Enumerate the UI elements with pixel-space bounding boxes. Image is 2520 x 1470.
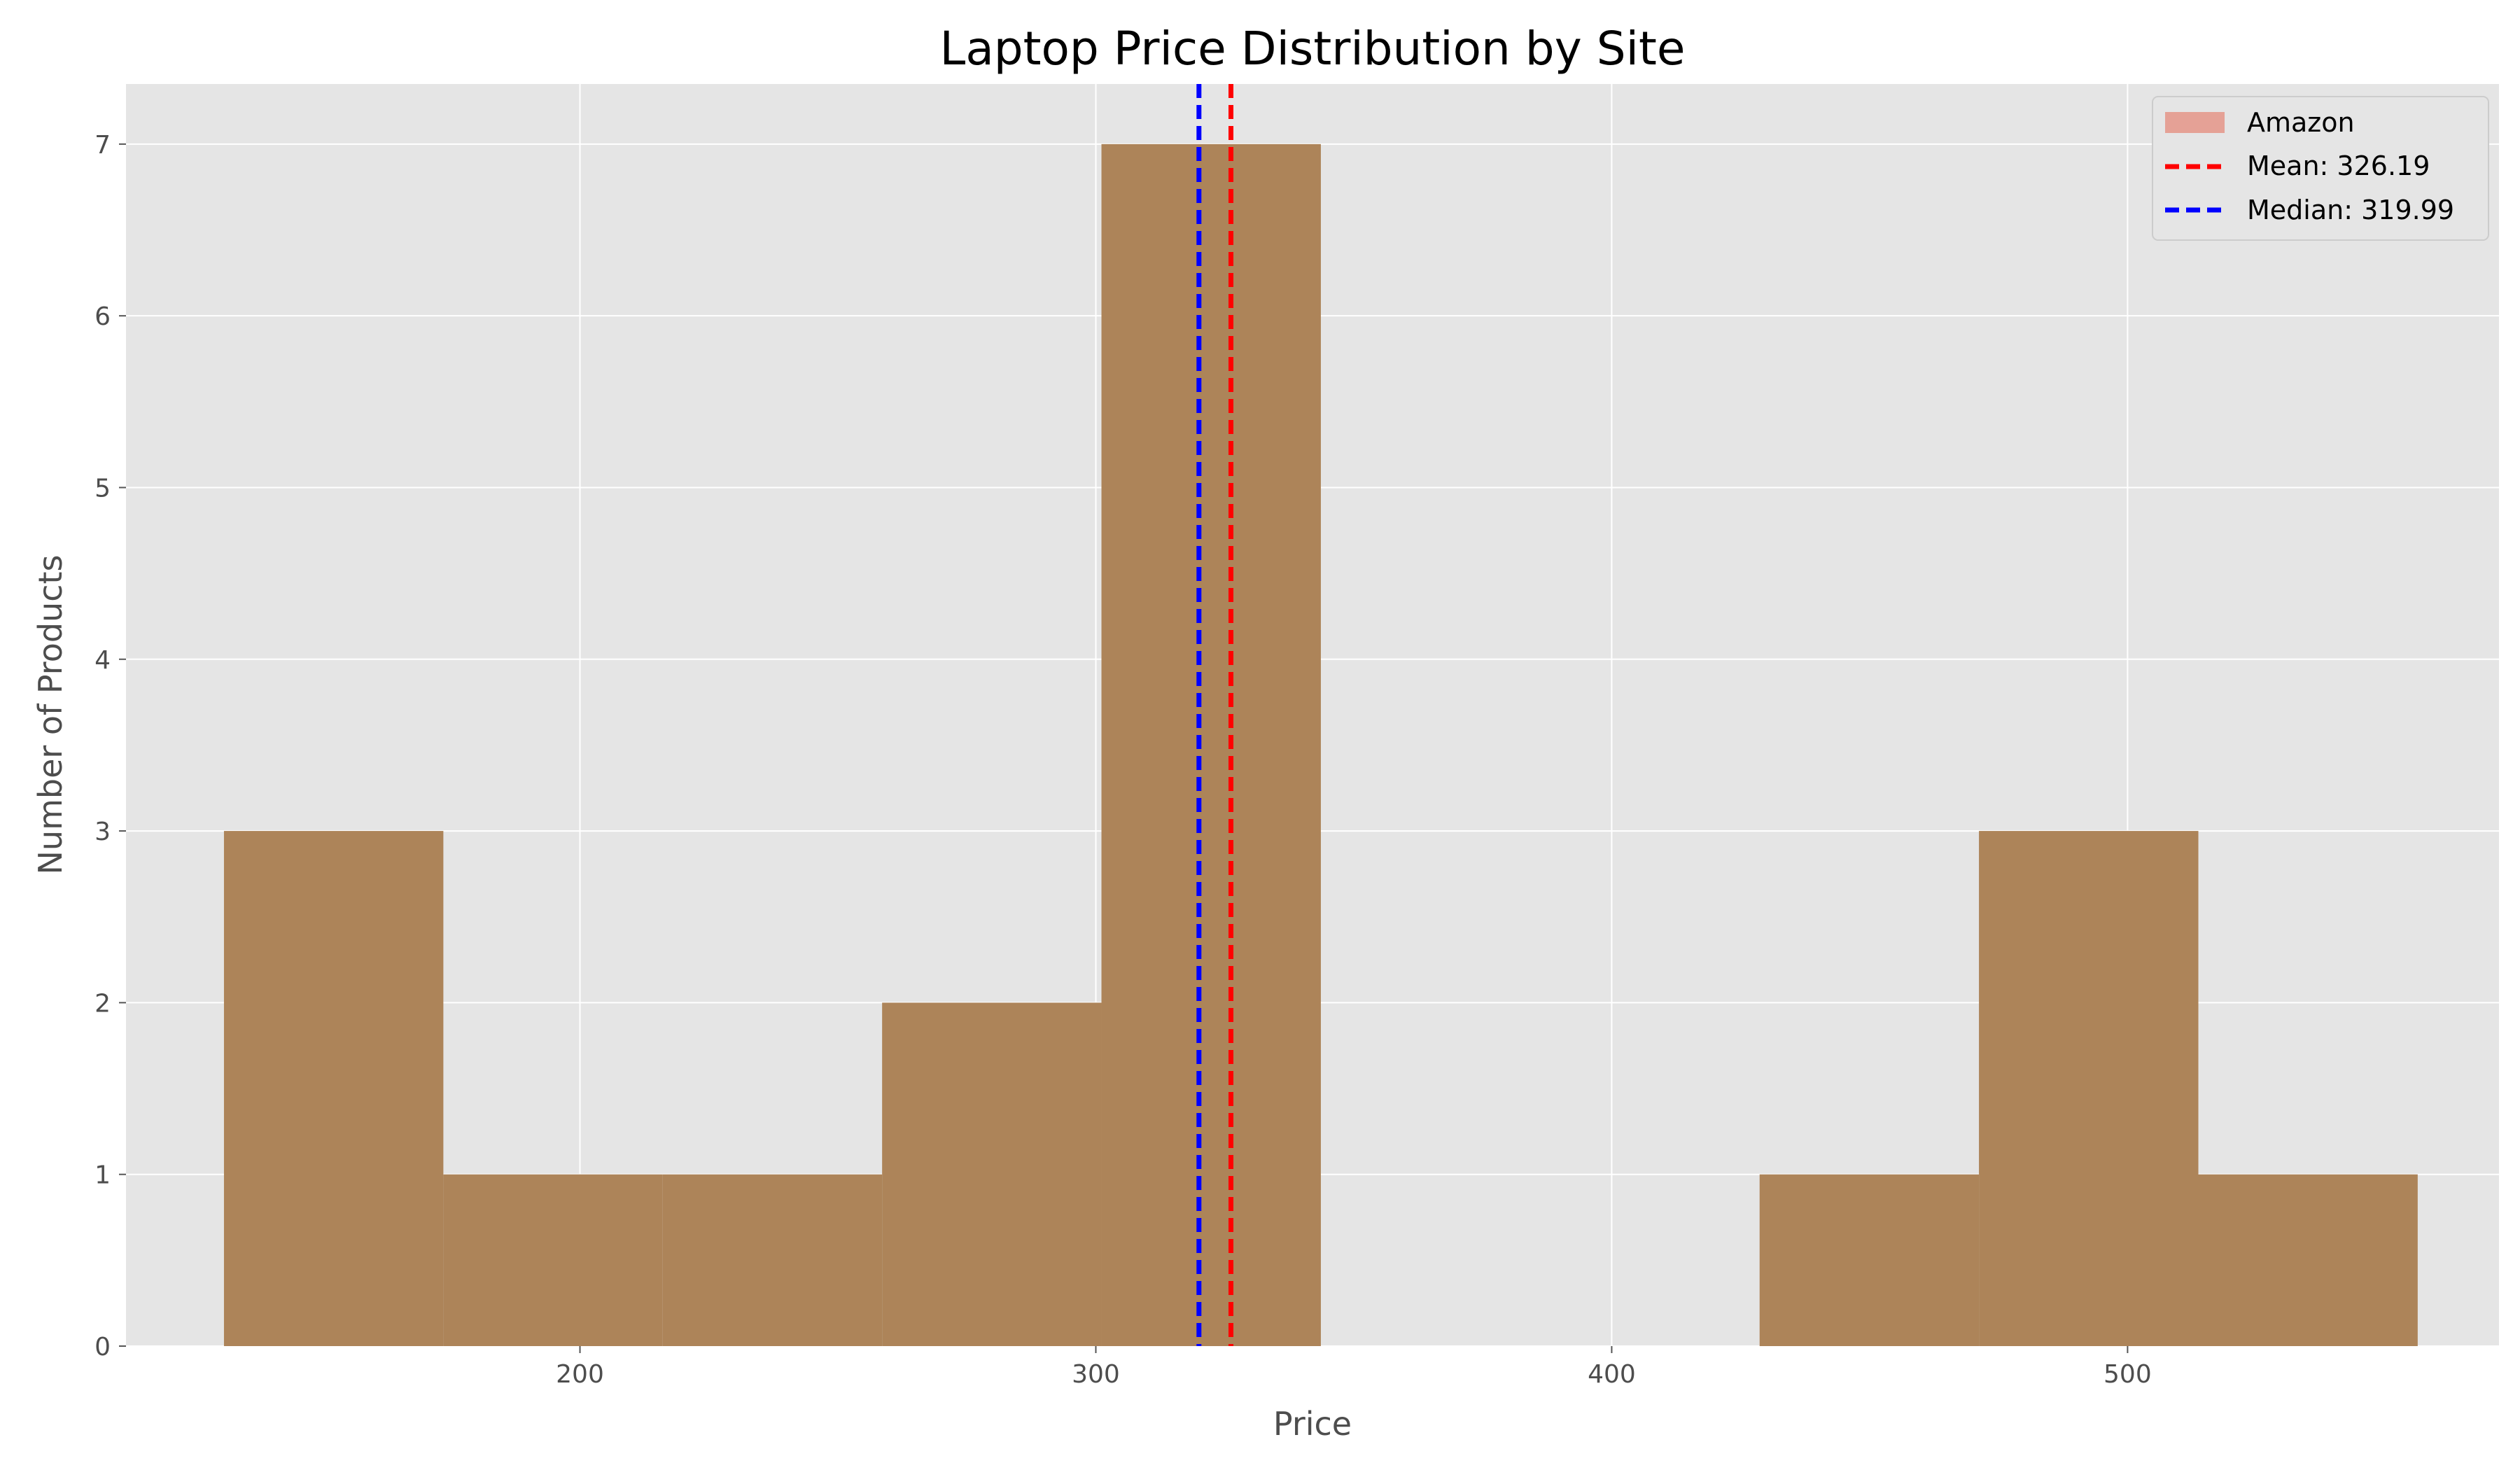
histogram-bar [223, 831, 444, 1346]
histogram-bar [443, 1174, 663, 1346]
histogram-bar [1979, 831, 2199, 1346]
x-tick-label: 500 [2104, 1360, 2152, 1389]
histogram-bar [1759, 1174, 1980, 1346]
y-tick-label: 0 [94, 1333, 111, 1362]
legend-box [2152, 96, 2489, 241]
y-axis-ticks: 0 1 2 3 4 5 6 7 [94, 131, 126, 1362]
x-tick-label: 400 [1588, 1360, 1636, 1389]
x-axis-ticks: 200 300 400 500 [556, 1346, 2152, 1389]
y-tick-label: 3 [94, 818, 111, 846]
y-axis-label: Number of Products [31, 555, 69, 875]
x-tick-label: 300 [1072, 1360, 1120, 1389]
y-tick-label: 6 [94, 302, 111, 331]
legend-label-median: Median: 319.99 [2247, 195, 2454, 225]
chart-title: Laptop Price Distribution by Site [940, 22, 1686, 76]
legend-label-mean: Mean: 326.19 [2247, 150, 2430, 181]
histogram-bar [2198, 1174, 2418, 1346]
x-axis-label: Price [1273, 1405, 1352, 1443]
legend: Amazon Mean: 326.19 Median: 319.99 [2152, 96, 2489, 241]
histogram-bar [882, 1002, 1102, 1346]
x-tick-label: 200 [556, 1360, 604, 1389]
y-tick-label: 4 [94, 646, 111, 675]
histogram-bar [662, 1174, 883, 1346]
y-tick-label: 5 [94, 474, 111, 503]
reference-lines [1196, 84, 1233, 1346]
legend-swatch-amazon [2165, 112, 2225, 133]
y-tick-label: 1 [94, 1161, 111, 1190]
legend-label-amazon: Amazon [2247, 107, 2355, 138]
histogram-bar [1101, 144, 1321, 1346]
y-tick-label: 7 [94, 131, 111, 160]
histogram-bars [223, 144, 2418, 1346]
y-tick-label: 2 [94, 989, 111, 1018]
